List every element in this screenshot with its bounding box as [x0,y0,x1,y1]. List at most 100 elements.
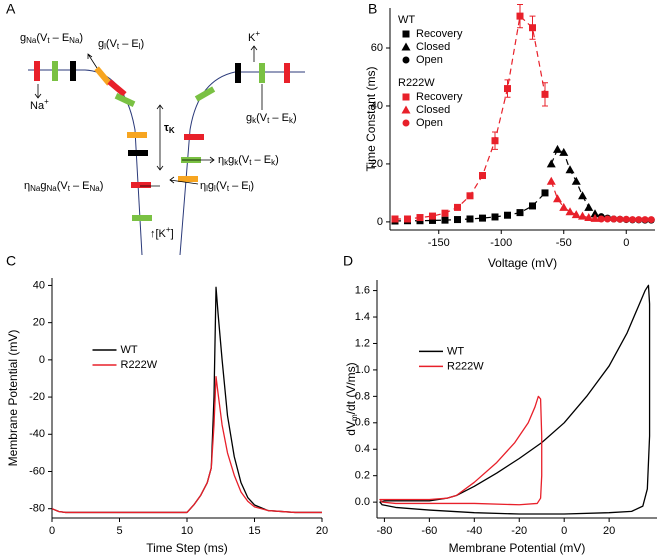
label-index: t [117,42,120,51]
legend-marker [402,30,410,38]
marker [546,176,556,185]
label-part: – E [269,112,289,124]
marker [578,191,587,200]
label-part: η [218,154,224,166]
label-index: t [249,158,252,167]
label-index: + [44,97,49,106]
channel [128,150,148,156]
marker [584,213,594,222]
marker [641,216,649,224]
label-part: τ [164,122,169,134]
series-line [379,395,543,506]
label-part: g [208,180,214,192]
marker [529,202,536,210]
label-part: ) [250,180,254,192]
legend-marker [402,119,410,127]
channel [127,132,147,138]
x-tick-label: 20 [603,525,615,537]
label-index: k [271,158,276,167]
y-tick-label: -40 [29,428,45,440]
channel [70,61,76,81]
label-index: k [224,158,229,167]
y-tick-label: -80 [29,503,45,515]
marker [553,194,562,203]
channel [259,63,265,83]
y-tick-label: 60 [371,42,383,54]
marker [546,159,556,168]
x-tick-label: 20 [316,525,328,537]
legend-marker [402,93,410,101]
y-tick-label: 1.4 [355,311,370,323]
marker [479,172,486,180]
label: K+ [248,29,260,44]
marker [479,214,486,222]
label-index: Na [46,184,57,193]
label-part: ) [79,32,83,44]
label-index: m [350,414,359,421]
legend-label: Closed [416,104,450,116]
channel [194,86,216,102]
marker [404,215,411,223]
label-part: η [24,180,30,192]
arrows [34,45,263,187]
legend-label: Recovery [416,28,463,40]
label-index: k [252,116,257,125]
x-axis-title: Membrane Potential (mV) [449,541,586,555]
label-index: k [289,116,294,125]
marker [559,202,569,211]
y-tick-label: 0 [39,354,45,366]
x-tick-label: 5 [116,525,122,537]
arrow [87,53,98,69]
legend-label: R222W [121,359,158,371]
label-part: /dt (V/ms) [344,362,358,414]
label: ηkgk(Vt – Ek) [218,154,279,167]
legend-title: WT [398,14,415,26]
legend-marker [402,56,410,64]
y-axis-title: Membrane Potential (mV) [6,330,20,467]
label-part: ↑[K [150,228,167,240]
panel-label: C [6,253,16,269]
label-part: dV [344,421,358,436]
label-part: K [248,32,256,44]
marker [454,216,461,224]
label: gk(Vt – Ek) [246,112,297,125]
marker [541,90,549,98]
label-index: Na [90,184,101,193]
arrow [250,45,258,62]
label-index: + [166,225,171,234]
marker [565,165,575,174]
x-tick-label: -50 [556,237,572,249]
label-index: K [169,126,175,135]
arrow [34,84,42,99]
marker [491,137,499,145]
label-part: (V [36,32,48,44]
label-part: – E [251,154,271,166]
channel [131,182,151,188]
arrow [182,156,215,164]
x-tick-label: -150 [428,237,450,249]
channel [94,66,112,86]
label-part: ) [141,38,145,50]
x-tick-label: -60 [421,525,437,537]
x-tick-label: -20 [511,525,527,537]
label-index: Na [26,36,37,45]
marker [584,202,594,211]
label-index: t [47,36,50,45]
channel [178,176,198,182]
label-index: Na [30,184,41,193]
y-tick-label: 0.6 [355,417,370,429]
x-tick-label: -100 [490,237,512,249]
y-tick-label: 40 [371,100,383,112]
label-part: – E [70,180,90,192]
label-part: (V [238,154,250,166]
legend-label: Closed [416,41,450,53]
marker [504,85,511,93]
marker [516,209,524,217]
marker [559,147,569,156]
channel [184,134,204,140]
label-index: + [255,29,260,38]
x-axis-title: Voltage (mV) [488,256,557,270]
marker [441,209,449,217]
channel [235,63,241,83]
